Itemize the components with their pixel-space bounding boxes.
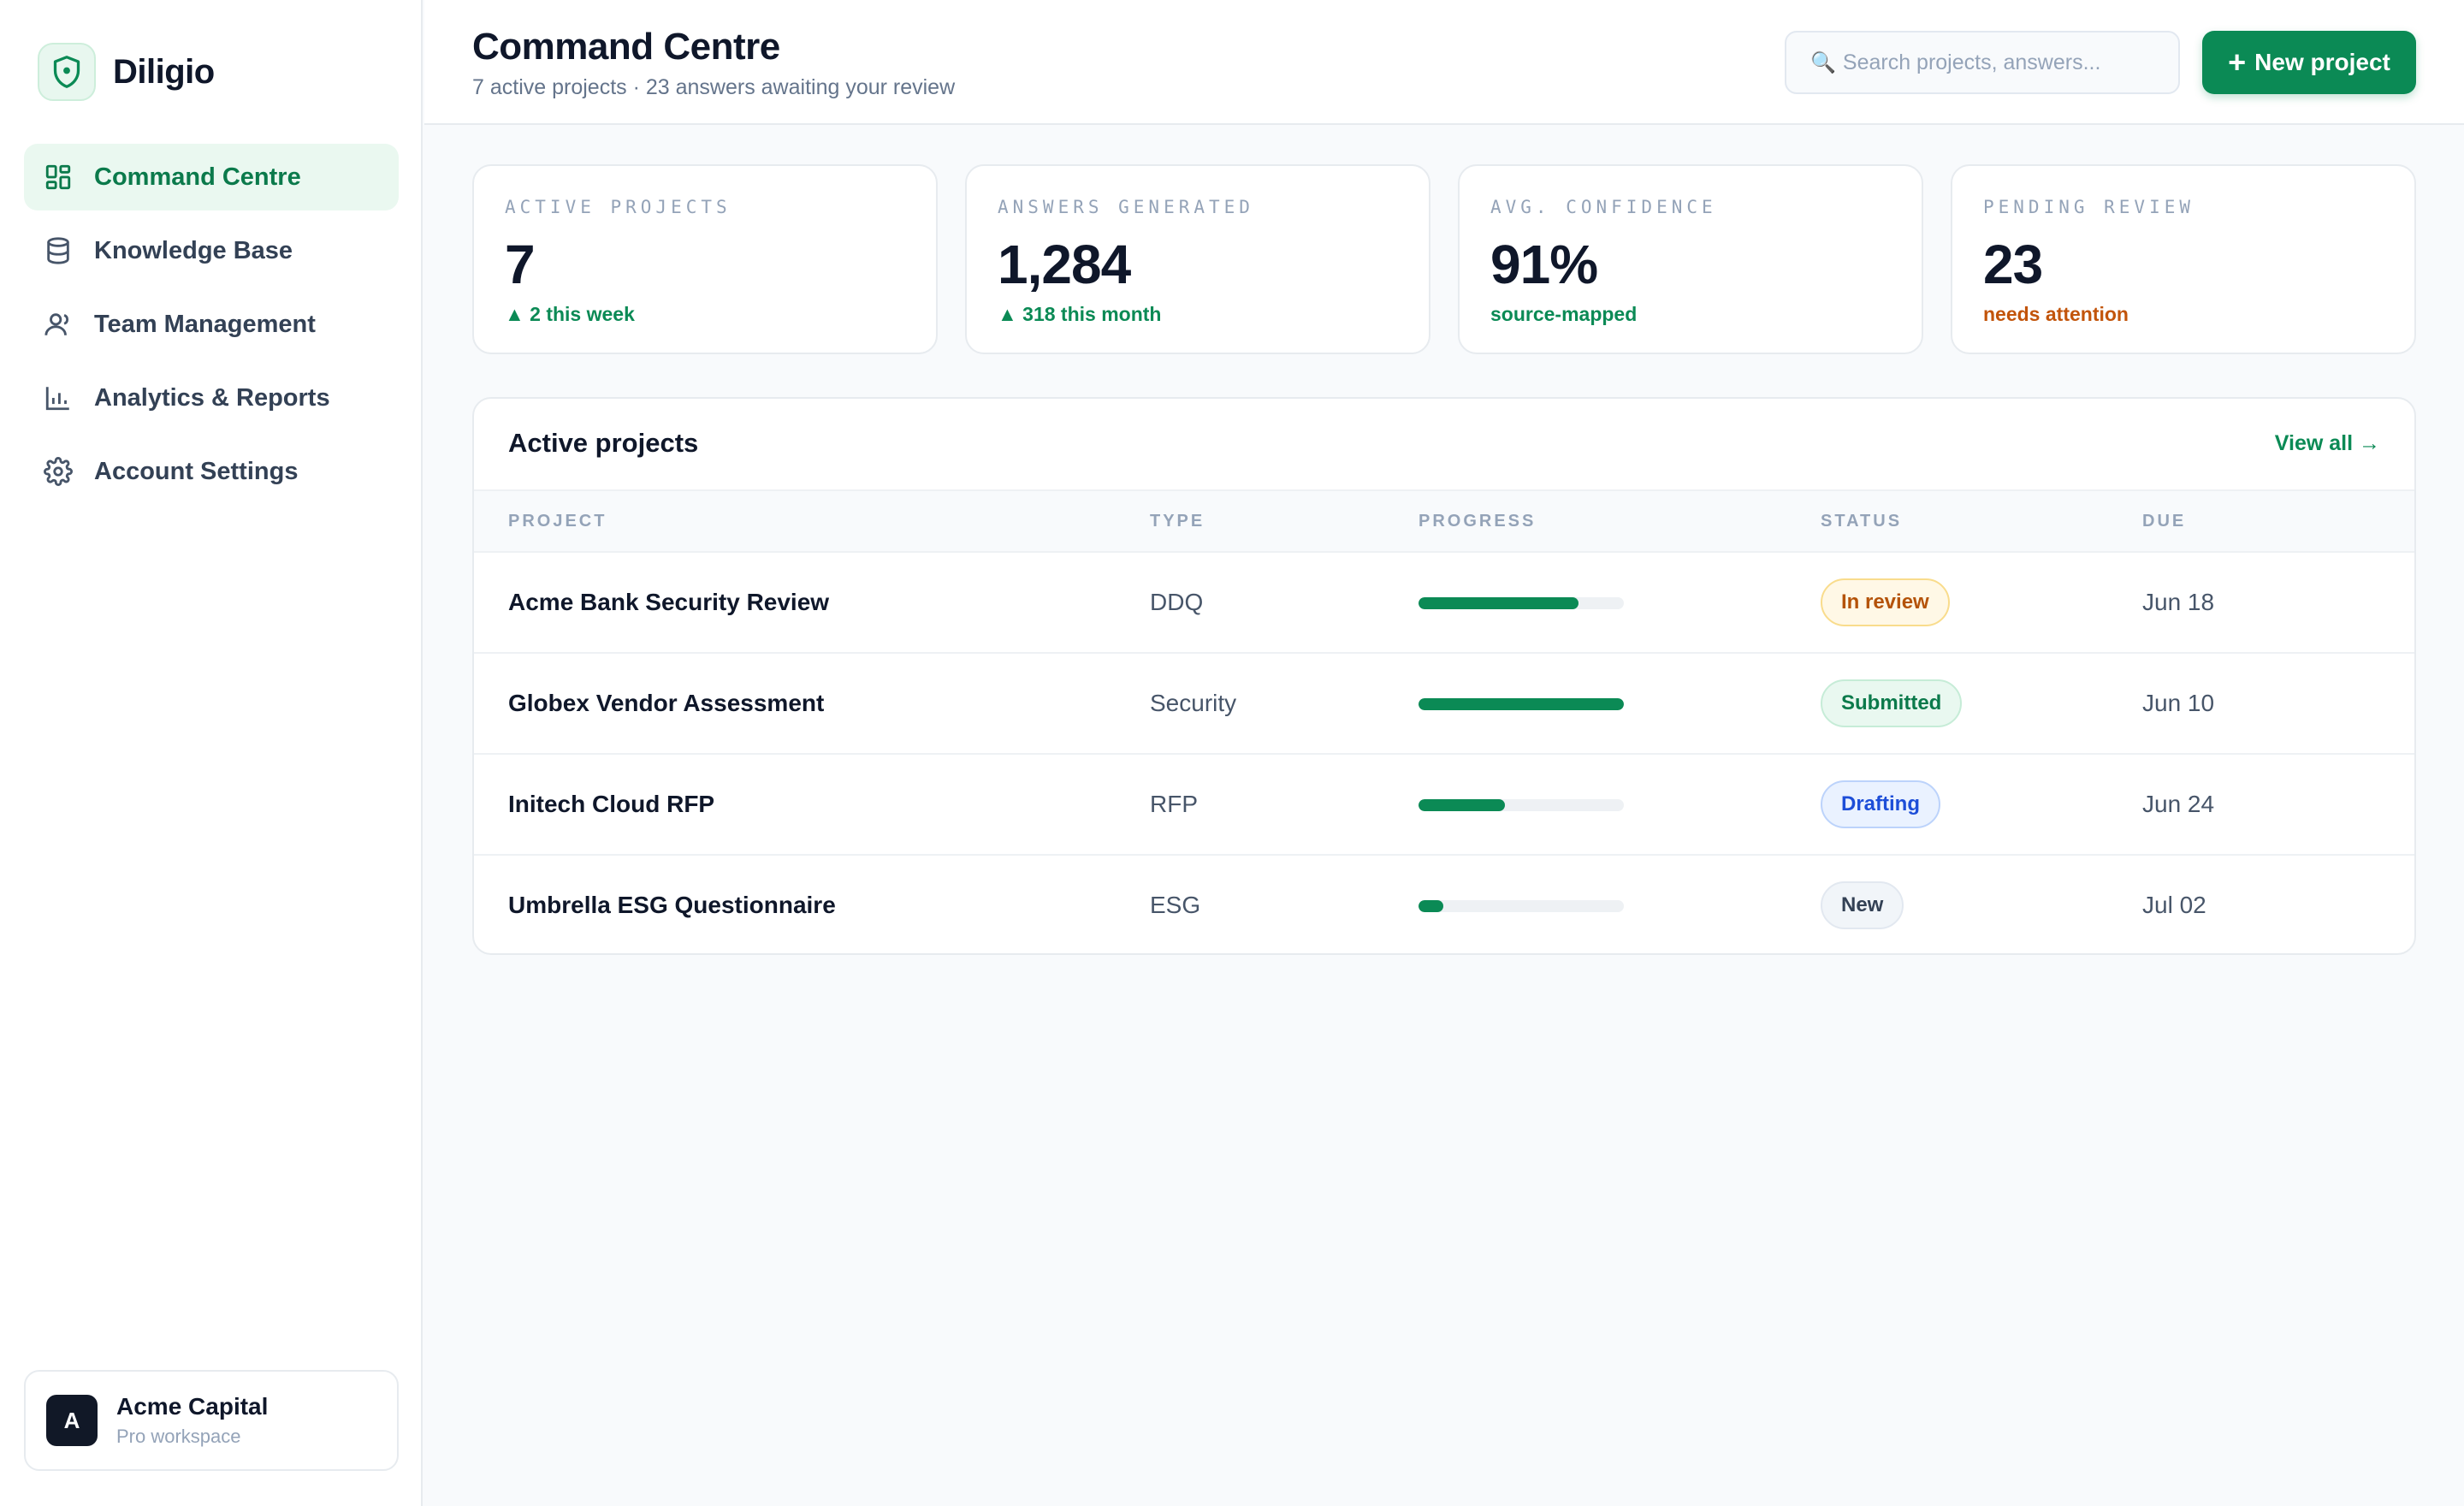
- brand[interactable]: Diligio: [38, 43, 215, 101]
- stat-delta: needs attention: [1983, 303, 2129, 325]
- sidebar-item-team-management[interactable]: Team Management: [24, 291, 399, 358]
- view-all-link[interactable]: View all →: [2274, 431, 2380, 455]
- progress-fill: [1419, 698, 1624, 710]
- plus-icon: +: [2228, 44, 2247, 80]
- stat-card-answers-generated: ANSWERS GENERATED 1,284 ▲ 318 this month: [965, 164, 1430, 354]
- stat-delta: source-mapped: [1490, 303, 1638, 325]
- due-date: Jun 10: [2142, 690, 2215, 716]
- user-icon: [43, 309, 74, 340]
- project-type: RFP: [1150, 791, 1198, 817]
- table-header: PROJECT TYPE PROGRESS STATUS DUE: [474, 489, 2414, 553]
- sidebar-item-command-centre[interactable]: Command Centre: [24, 144, 399, 210]
- table-row[interactable]: Globex Vendor Assessment Security Submit…: [474, 654, 2414, 755]
- stat-value: 7: [505, 234, 536, 295]
- stat-card-avg-confidence: AVG. CONFIDENCE 91% source-mapped: [1458, 164, 1923, 354]
- project-type: DDQ: [1150, 589, 1204, 615]
- top-header: Command Centre 7 active projects · 23 an…: [424, 0, 2464, 125]
- status-badge: New: [1821, 881, 1904, 929]
- progress-bar: [1419, 698, 1624, 710]
- status-badge: In review: [1821, 578, 1950, 626]
- stat-delta: ▲ 2 this week: [505, 303, 635, 325]
- database-icon: [43, 235, 74, 266]
- brand-name: Diligio: [113, 52, 215, 91]
- sidebar-item-label: Knowledge Base: [94, 236, 293, 264]
- column-header-project[interactable]: PROJECT: [508, 512, 607, 531]
- sidebar-item-account-settings[interactable]: Account Settings: [24, 438, 399, 505]
- dashboard-grid-icon: [43, 162, 74, 193]
- stat-value: 91%: [1490, 234, 1598, 295]
- column-header-due[interactable]: DUE: [2142, 512, 2187, 531]
- page-subtitle: 7 active projects · 23 answers awaiting …: [472, 75, 956, 99]
- sidebar-item-label: Command Centre: [94, 163, 301, 191]
- project-name[interactable]: Initech Cloud RFP: [508, 791, 715, 817]
- gear-icon: [43, 456, 74, 487]
- table-row[interactable]: Umbrella ESG Questionnaire ESG New Jul 0…: [474, 856, 2414, 953]
- stat-value: 1,284: [998, 234, 1131, 295]
- sidebar-item-label: Analytics & Reports: [94, 383, 330, 412]
- sidebar-item-label: Team Management: [94, 310, 316, 338]
- progress-bar: [1419, 799, 1624, 811]
- sidebar: Diligio Command Centre Knowledge Base: [0, 0, 423, 1506]
- search-icon: 🔍: [1810, 50, 1836, 74]
- sidebar-item-analytics-reports[interactable]: Analytics & Reports: [24, 365, 399, 431]
- project-name[interactable]: Globex Vendor Assessment: [508, 690, 825, 716]
- progress-fill: [1419, 597, 1579, 609]
- progress-bar: [1419, 597, 1624, 609]
- project-name[interactable]: Umbrella ESG Questionnaire: [508, 892, 836, 918]
- page-title: Command Centre: [472, 26, 780, 68]
- stat-label: PENDING REVIEW: [1983, 197, 2195, 217]
- new-project-button[interactable]: + New project: [2202, 31, 2416, 94]
- search-box[interactable]: 🔍: [1785, 31, 2180, 94]
- sidebar-item-knowledge-base[interactable]: Knowledge Base: [24, 217, 399, 284]
- workspace-name: Acme Capital: [116, 1393, 269, 1420]
- shield-icon: [38, 43, 96, 101]
- search-input[interactable]: [1842, 50, 2168, 75]
- progress-bar: [1419, 900, 1624, 912]
- stat-label: ANSWERS GENERATED: [998, 197, 1254, 217]
- due-date: Jun 24: [2142, 791, 2215, 817]
- table-row[interactable]: Acme Bank Security Review DDQ In review …: [474, 553, 2414, 654]
- active-projects-card: Active projects View all → PROJECT TYPE …: [472, 397, 2416, 955]
- stat-value: 23: [1983, 234, 2043, 295]
- bar-chart-icon: [43, 382, 74, 413]
- progress-fill: [1419, 900, 1443, 912]
- card-title: Active projects: [508, 428, 699, 458]
- column-header-type[interactable]: TYPE: [1150, 512, 1205, 531]
- workspace-switcher[interactable]: A Acme Capital Pro workspace: [24, 1370, 399, 1471]
- project-type: Security: [1150, 690, 1237, 716]
- status-badge: Drafting: [1821, 780, 1940, 828]
- due-date: Jul 02: [2142, 892, 2206, 918]
- stat-delta: ▲ 318 this month: [998, 303, 1162, 325]
- stat-label: AVG. CONFIDENCE: [1490, 197, 1717, 217]
- status-badge: Submitted: [1821, 679, 1963, 727]
- progress-fill: [1419, 799, 1505, 811]
- table-row[interactable]: Initech Cloud RFP RFP Drafting Jun 24: [474, 755, 2414, 856]
- project-name[interactable]: Acme Bank Security Review: [508, 589, 830, 615]
- column-header-progress[interactable]: PROGRESS: [1419, 512, 1537, 531]
- avatar: A: [46, 1395, 98, 1446]
- project-type: ESG: [1150, 892, 1201, 918]
- stat-card-pending-review: PENDING REVIEW 23 needs attention: [1951, 164, 2416, 354]
- sidebar-nav: Command Centre Knowledge Base Team Manag…: [24, 144, 399, 512]
- workspace-plan: Pro workspace: [116, 1426, 241, 1447]
- new-project-label: New project: [2254, 49, 2390, 75]
- stat-card-active-projects: ACTIVE PROJECTS 7 ▲ 2 this week: [472, 164, 938, 354]
- due-date: Jun 18: [2142, 589, 2215, 615]
- sidebar-item-label: Account Settings: [94, 457, 299, 485]
- stat-label: ACTIVE PROJECTS: [505, 197, 732, 217]
- column-header-status[interactable]: STATUS: [1821, 512, 1903, 531]
